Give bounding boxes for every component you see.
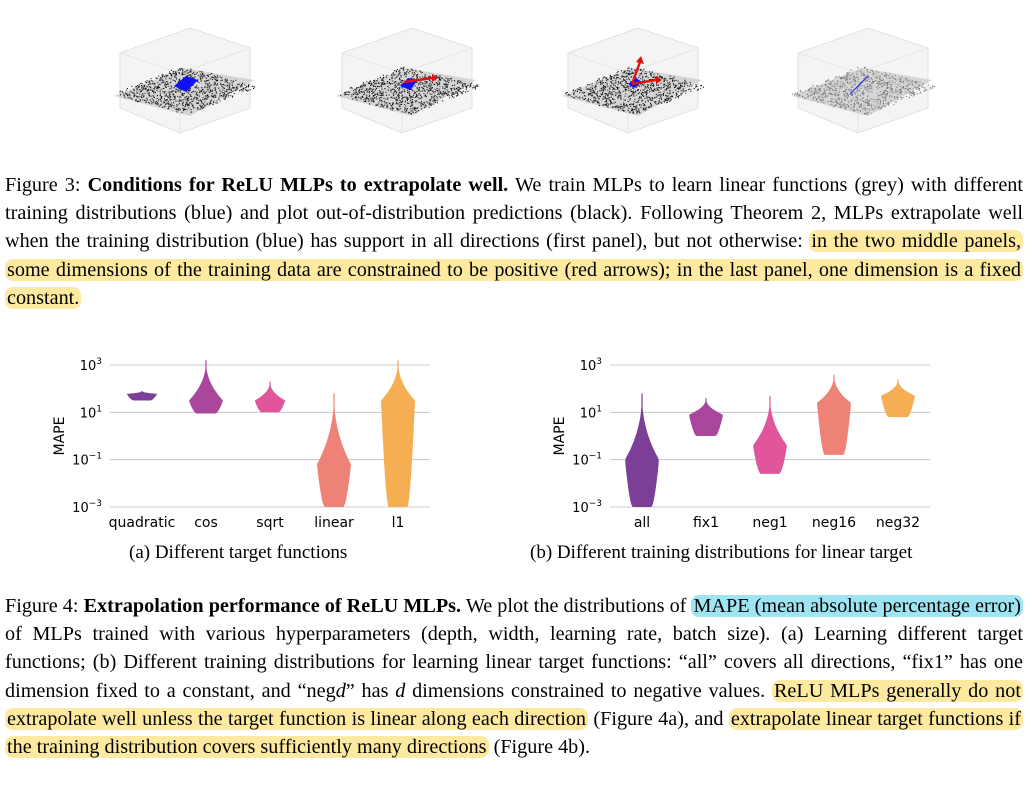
panel-3d-3 <box>562 27 704 134</box>
constraint-arrow-1 <box>631 78 657 86</box>
figure-4-var-d: d <box>335 679 346 702</box>
figure-3-text: We train MLPs to learn linear functions … <box>5 174 1023 253</box>
x-tick-label-sqrt: sqrt <box>256 515 284 530</box>
arrow-head <box>432 74 438 82</box>
x-tick-label-linear: linear <box>314 515 354 530</box>
x-tick-label-fix1: fix1 <box>693 515 719 530</box>
figure-3-label: Figure 3: <box>5 174 81 196</box>
violin-l1 <box>381 360 415 507</box>
x-tick-label-quadratic: quadratic <box>109 515 176 530</box>
x-tick-label-neg1: neg1 <box>752 515 787 530</box>
panel-3d-2 <box>336 27 479 134</box>
figure-4-title: Extrapolation performance of ReLU MLPs. <box>83 595 462 617</box>
target-plane <box>114 68 254 116</box>
figure-4-label: Figure 4: <box>5 595 79 617</box>
y-tick-label: 10−1 <box>72 452 102 469</box>
x-tick-label-l1: l1 <box>392 515 405 530</box>
prediction-points <box>340 66 479 115</box>
x-tick-label-neg32: neg32 <box>876 515 920 530</box>
violin-cos <box>189 360 223 414</box>
violin-fix1 <box>689 398 723 436</box>
y-tick-label: 10−3 <box>572 499 602 516</box>
y-axis-label: MAPE <box>552 417 568 456</box>
violin-quadratic <box>126 391 158 401</box>
y-tick-label: 10−1 <box>572 452 602 469</box>
figure-4-caption: Figure 4: Extrapolation performance of R… <box>5 592 1023 761</box>
chart-a-target-functions: 103 101 10−1 10−3 MAPE quadratic cos sqrt linear… <box>52 357 430 530</box>
y-tick-label: 10−3 <box>72 499 102 516</box>
figure-4-text-4: dimensions constrained to negative value… <box>405 679 772 702</box>
constraint-arrow-2 <box>630 61 642 85</box>
chart-b-training-distributions: 103 101 10−1 10−3 MAPE all fix1 neg1 neg16 neg32 <box>552 357 930 530</box>
violin-neg32 <box>881 379 915 418</box>
figure-4-highlight-mape: MAPE (mean absolute percentage error) <box>691 595 1023 617</box>
panel-3d-1 <box>114 27 256 134</box>
constraint-arrow <box>403 76 433 84</box>
subcaption-a: (a) Different target functions <box>129 542 348 563</box>
figure-4-text-1: We plot the distributions of <box>461 595 692 617</box>
panel-3d-4 <box>791 27 936 134</box>
figure-4-text-5: (Figure 4a), and <box>588 707 729 730</box>
violin-neg1 <box>753 395 787 474</box>
figure-4-text-2: of MLPs trained with various hyperparame… <box>5 623 1023 702</box>
violin-neg16 <box>817 374 851 455</box>
training-region <box>849 75 869 95</box>
figure-4-var-d2: d <box>395 679 406 702</box>
arrow-head <box>656 76 662 84</box>
figure-4-text-6: (Figure 4b). <box>488 736 591 759</box>
figure-3-caption: Figure 3: Conditions for ReLU MLPs to ex… <box>5 171 1024 312</box>
violin-all <box>625 393 659 507</box>
y-axis-label: MAPE <box>52 417 68 456</box>
training-region <box>174 76 198 92</box>
violin-sqrt <box>254 381 286 413</box>
subcaption-b: (b) Different training distributions for… <box>530 542 913 563</box>
figure-3-title: Conditions for ReLU MLPs to extrapolate … <box>87 174 509 196</box>
y-tick-label: 101 <box>80 404 102 421</box>
arrow-head <box>636 56 644 64</box>
x-tick-label-all: all <box>634 515 650 530</box>
x-tick-label-neg16: neg16 <box>812 515 856 530</box>
figure-4-text-3: ” has <box>345 679 396 702</box>
y-tick-label: 101 <box>580 404 602 421</box>
y-tick-label: 103 <box>580 357 602 374</box>
violin-linear <box>317 393 351 507</box>
x-tick-label-cos: cos <box>194 515 218 530</box>
y-tick-label: 103 <box>80 357 102 374</box>
